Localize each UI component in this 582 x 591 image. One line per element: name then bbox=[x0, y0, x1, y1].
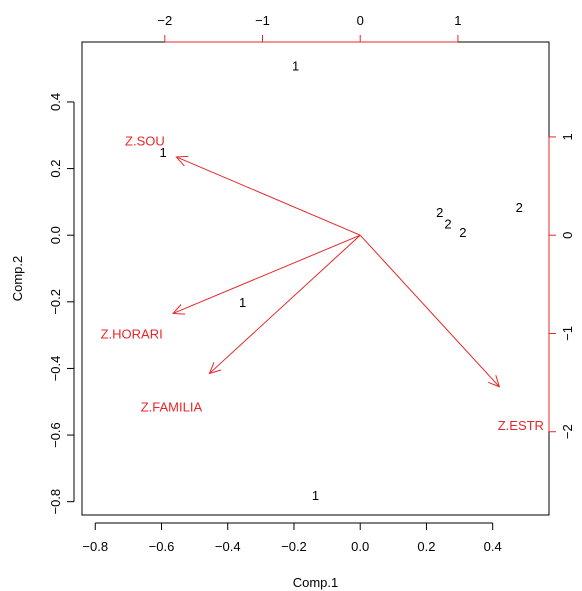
y-tick-label: 0.2 bbox=[48, 160, 63, 178]
observation-label: 1 bbox=[239, 295, 246, 310]
observation-label: 1 bbox=[292, 58, 299, 73]
x-tick-label: 0.4 bbox=[484, 539, 502, 554]
observation-label: 2 bbox=[436, 205, 443, 220]
plot-frame bbox=[81, 41, 550, 516]
top-tick-label: −2 bbox=[157, 13, 172, 28]
y-axis-label: Comp.2 bbox=[10, 256, 25, 302]
loading-label-Z.SOU: Z.SOU bbox=[125, 133, 165, 148]
loading-arrows: Z.SOU Z.HORARI Z.FAMILIA Z.ESTR bbox=[101, 133, 544, 433]
loading-arrow-Z.ESTR bbox=[359, 234, 500, 388]
loading-label-Z.FAMILIA: Z.FAMILIA bbox=[141, 400, 203, 415]
loading-arrow-Z.FAMILIA bbox=[209, 234, 361, 374]
top-axis: −2 −1 0 1 bbox=[157, 13, 462, 43]
x-tick-label: −0.8 bbox=[82, 539, 108, 554]
y-axis: −0.8 −0.6 −0.4 −0.2 0.0 0.2 0.4 bbox=[48, 93, 75, 515]
right-tick-label: 1 bbox=[560, 133, 575, 140]
observation-label: 1 bbox=[160, 145, 167, 160]
x-tick-label: 0.2 bbox=[417, 539, 435, 554]
observation-label: 2 bbox=[516, 200, 523, 215]
right-tick-label: −2 bbox=[560, 424, 575, 439]
observation-label: 1 bbox=[312, 488, 319, 503]
top-tick-label: 0 bbox=[357, 13, 364, 28]
loading-arrow-Z.SOU bbox=[176, 156, 361, 236]
loading-arrowhead-Z.FAMILIA bbox=[208, 362, 222, 375]
top-tick-label: −1 bbox=[255, 13, 270, 28]
x-axis-label: Comp.1 bbox=[293, 575, 339, 590]
right-axis: −2 −1 0 1 bbox=[548, 133, 575, 439]
y-tick-label: −0.2 bbox=[48, 289, 63, 315]
x-tick-label: −0.2 bbox=[281, 539, 307, 554]
loading-arrow-Z.HORARI bbox=[172, 234, 361, 314]
loading-arrowhead-Z.HORARI bbox=[172, 304, 186, 315]
right-tick-label: 0 bbox=[560, 232, 575, 239]
y-tick-label: 0.4 bbox=[48, 93, 63, 111]
loading-arrowhead-Z.SOU bbox=[175, 155, 189, 167]
observation-label: 2 bbox=[459, 225, 466, 240]
loading-label-Z.ESTR: Z.ESTR bbox=[498, 418, 544, 433]
x-tick-label: −0.6 bbox=[149, 539, 175, 554]
x-axis: −0.8 −0.6 −0.4 −0.2 0.0 0.2 0.4 bbox=[82, 522, 502, 554]
x-tick-label: −0.4 bbox=[215, 539, 241, 554]
loading-label-Z.HORARI: Z.HORARI bbox=[101, 326, 163, 341]
observation-label: 2 bbox=[444, 217, 451, 232]
y-tick-label: −0.6 bbox=[48, 422, 63, 448]
top-tick-label: 1 bbox=[454, 13, 461, 28]
y-tick-label: −0.8 bbox=[48, 489, 63, 515]
x-tick-label: 0.0 bbox=[351, 539, 369, 554]
y-tick-label: −0.4 bbox=[48, 356, 63, 382]
right-tick-label: −1 bbox=[560, 326, 575, 341]
y-tick-label: 0.0 bbox=[48, 226, 63, 244]
loading-arrowhead-Z.ESTR bbox=[487, 375, 501, 388]
